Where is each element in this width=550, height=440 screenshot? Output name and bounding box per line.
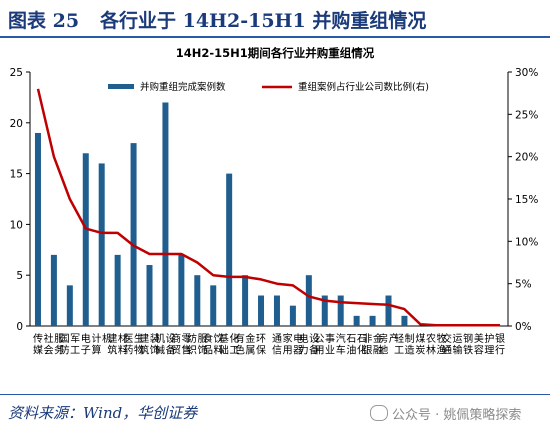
bar-有色金属: [242, 275, 249, 326]
legend-bar-label: 并购重组完成案例数: [140, 81, 226, 93]
y-right-tick-label: 5%: [515, 279, 532, 291]
x-label-轻工制造: 轻工制造: [394, 332, 415, 357]
watermark-text: 公众号 · 姚佩策略探索: [392, 408, 522, 423]
bar-汽车: [337, 295, 344, 326]
watermark: 公众号 · 姚佩策略探索: [370, 404, 521, 423]
bar-传媒: [34, 132, 41, 326]
y-right-tick-label: 15%: [515, 194, 538, 206]
bar-房地产: [385, 295, 392, 326]
x-label-电力设备: 电力设备: [299, 332, 320, 357]
x-label-环保: 环保: [256, 334, 266, 357]
x-label-非银金融: 非银金融: [362, 332, 383, 357]
legend: 并购重组完成案例数 重组案例占行业公司数比例(右): [108, 81, 429, 93]
legend-line-label: 重组案例占行业公司数比例(右): [298, 81, 429, 93]
x-label-电子: 电子: [81, 332, 91, 357]
bar-机械设备: [162, 102, 169, 326]
y-right-tick-label: 30%: [515, 67, 538, 79]
bar-series: [34, 102, 408, 326]
bar-食品饮料: [210, 285, 217, 326]
figure-label: 图表 25: [8, 10, 80, 32]
x-label-计算机: 计算机: [91, 332, 112, 357]
bar-建筑材料: [114, 254, 121, 326]
x-label-家用电器: 家用电器: [283, 332, 304, 357]
x-label-国防军工: 国防军工: [60, 333, 81, 357]
x-label-石油石化: 石油石化: [346, 334, 367, 357]
bar-轻工制造: [401, 315, 408, 326]
x-label-建筑材料: 建筑材料: [107, 332, 128, 357]
y-left-tick-label: 20: [10, 118, 23, 130]
y-left-tick-label: 10: [10, 219, 23, 231]
y-left-tick-label: 5: [16, 270, 23, 282]
bar-社会服务: [50, 254, 57, 326]
bar-医药生物: [130, 143, 137, 326]
x-label-汽车: 汽车: [336, 332, 346, 357]
bar-公用事业: [321, 295, 328, 326]
x-label-美容护理: 美容护理: [474, 332, 495, 357]
ratio-line-series: [36, 88, 500, 327]
x-label-基础化工: 基础化工: [219, 332, 240, 357]
x-label-银行: 银行: [495, 332, 505, 357]
bar-计算机: [98, 163, 105, 326]
y-left-tick-label: 0: [16, 321, 23, 333]
y-right-tick-label: 0%: [515, 321, 532, 333]
y-right-tick-label: 10%: [515, 236, 538, 248]
x-label-公用事业: 公用事业: [315, 332, 336, 357]
x-label-建筑装饰: 建筑装饰: [139, 332, 160, 357]
source-note: 资料来源：Wind，华创证券: [8, 404, 198, 422]
bar-非银金融: [369, 315, 376, 326]
figure-title: 各行业于 14H2-15H1 并购重组情况: [100, 10, 427, 32]
bar-通信: [273, 295, 280, 326]
header-divider: [0, 36, 550, 38]
bar-电力设备: [305, 275, 312, 326]
x-label-机械设备: 机械设备: [155, 332, 176, 357]
x-label-通信: 通信: [272, 333, 282, 357]
x-label-商贸零售: 商贸零售: [171, 332, 192, 357]
bar-石油石化: [353, 315, 360, 326]
footer-divider: [0, 394, 550, 395]
x-label-交通运输: 交通运输: [442, 332, 463, 357]
bar-电子: [82, 153, 89, 326]
x-label-医药生物: 医药生物: [123, 332, 144, 357]
x-label-传媒: 传媒: [33, 333, 43, 357]
bar-环保: [258, 295, 265, 326]
figure-header: 图表 25 各行业于 14H2-15H1 并购重组情况: [0, 0, 550, 38]
wechat-icon: [370, 405, 388, 421]
x-label-食品饮料: 食品饮料: [203, 332, 224, 357]
x-label-房地产: 房地产: [378, 332, 399, 357]
bar-商贸零售: [178, 254, 185, 326]
x-label-煤炭: 煤炭: [415, 332, 425, 357]
ratio-line: [36, 88, 500, 327]
y-right-tick-label: 20%: [515, 152, 538, 164]
y-left-tick-label: 25: [10, 67, 23, 79]
bar-国防军工: [66, 285, 73, 326]
legend-bar-swatch: [108, 84, 134, 89]
bar-建筑装饰: [146, 265, 153, 326]
x-label-社会服务: 社会服务: [44, 332, 65, 357]
x-label-有色金属: 有色金属: [235, 332, 256, 357]
chart-title: 14H2-15H1期间各行业并购重组情况: [176, 46, 375, 60]
x-label-农林牧渔: 农林牧渔: [426, 332, 447, 357]
axes: 0 5 10 15 20 25 0% 5% 10% 15% 20% 25% 30%: [10, 67, 539, 333]
y-right-tick-label: 25%: [515, 109, 538, 121]
y-left-tick-label: 15: [10, 169, 23, 181]
chart: 14H2-15H1期间各行业并购重组情况 并购重组完成案例数 重组案例占行业公司…: [10, 46, 539, 357]
bar-纺织服饰: [194, 275, 201, 326]
x-axis-labels: 传媒社会服务国防军工电子计算机建筑材料医药生物建筑装饰机械设备商贸零售纺织服饰食…: [33, 332, 505, 357]
bar-家用电器: [289, 305, 296, 326]
bar-基础化工: [226, 173, 233, 326]
x-label-钢铁: 钢铁: [463, 332, 473, 357]
x-label-纺织服饰: 纺织服饰: [187, 332, 208, 357]
